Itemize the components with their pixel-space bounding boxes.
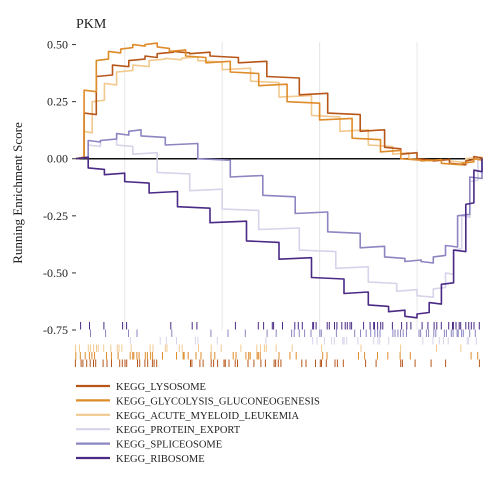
legend-label: KEGG_LYSOSOME <box>116 382 206 393</box>
plot-area: 0.50 0.25 0.00 -0.25 -0.50 -0.75 PKM Running … <box>10 17 483 337</box>
gene-hit-strips <box>74 322 480 367</box>
y-tick-label: 0.50 <box>47 38 68 52</box>
series-line-kegg-lysosome <box>75 50 483 166</box>
hit-row-5 <box>75 352 479 360</box>
y-axis: 0.50 0.25 0.00 -0.25 -0.50 -0.75 <box>43 38 76 337</box>
series-line-kegg-glycolysis-gluconeogenesis <box>75 42 483 166</box>
hit-row-4 <box>75 344 462 352</box>
chart-title: PKM <box>76 17 107 32</box>
vertical-grid <box>124 42 418 330</box>
hit-row-6 <box>74 359 480 367</box>
y-axis-label: Running Enrichment Score <box>10 122 25 264</box>
legend: KEGG_LYSOSOME KEGG_GLYCOLYSIS_GLUCONEOGEN… <box>76 382 320 465</box>
y-tick-label: -0.75 <box>43 323 68 337</box>
series-line-kegg-spliceosome <box>75 129 483 264</box>
legend-label: KEGG_ACUTE_MYELOID_LEUKEMIA <box>116 411 300 422</box>
legend-label: KEGG_SPLICEOSOME <box>116 440 222 451</box>
y-tick-label: 0.25 <box>47 95 68 109</box>
hit-row-1 <box>80 322 480 330</box>
series-lines <box>75 42 483 319</box>
legend-label: KEGG_PROTEIN_EXPORT <box>116 425 241 436</box>
legend-label: KEGG_GLYCOLYSIS_GLUCONEOGENESIS <box>116 396 320 407</box>
series-line-kegg-ribosome <box>75 156 483 319</box>
y-tick-label: -0.50 <box>43 266 68 280</box>
hit-row-3 <box>129 337 477 345</box>
series-line-kegg-protein-export <box>75 138 483 298</box>
hit-row-2 <box>90 329 476 337</box>
legend-label: KEGG_RIBOSOME <box>116 454 205 465</box>
y-tick-label: 0.00 <box>47 152 68 166</box>
y-tick-label: -0.25 <box>43 209 68 223</box>
